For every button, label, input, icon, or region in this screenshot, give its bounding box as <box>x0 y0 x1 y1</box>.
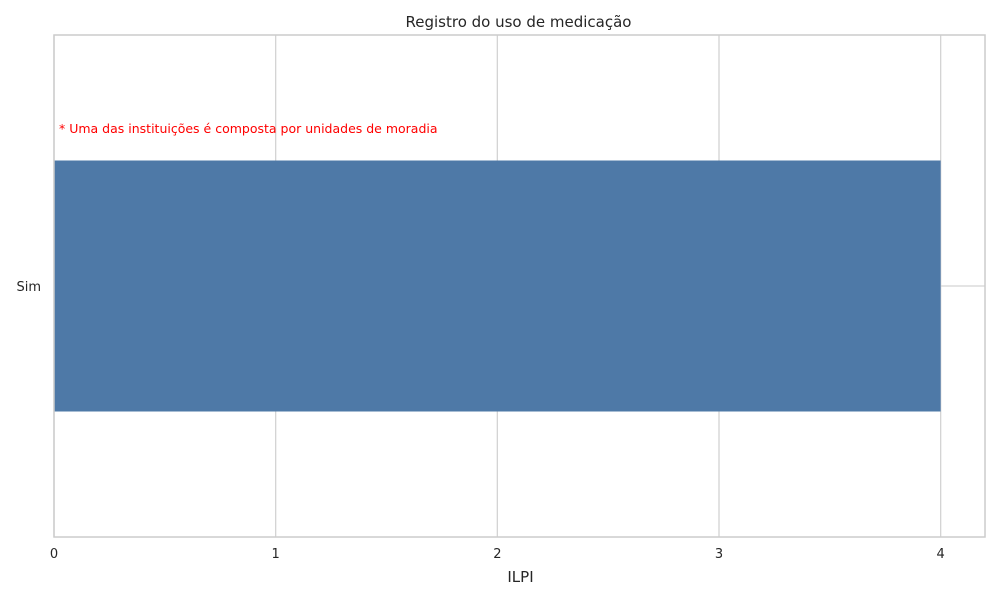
x-tick-label: 4 <box>937 547 945 562</box>
bars <box>54 160 941 412</box>
bar-sim <box>54 160 941 412</box>
chart-title: Registro do uso de medicação <box>406 13 632 31</box>
y-tick-labels: Sim <box>16 280 41 295</box>
y-tick-label: Sim <box>16 280 41 295</box>
x-tick-labels: 0 1 2 3 4 <box>50 547 945 562</box>
annotation-note: * Uma das instituições é composta por un… <box>59 121 438 136</box>
x-tick-label: 3 <box>715 547 723 562</box>
x-axis-label: ILPI <box>507 568 533 586</box>
x-tick-label: 2 <box>493 547 501 562</box>
x-tick-label: 1 <box>272 547 280 562</box>
x-tick-label: 0 <box>50 547 58 562</box>
plot-frame <box>53 34 986 538</box>
